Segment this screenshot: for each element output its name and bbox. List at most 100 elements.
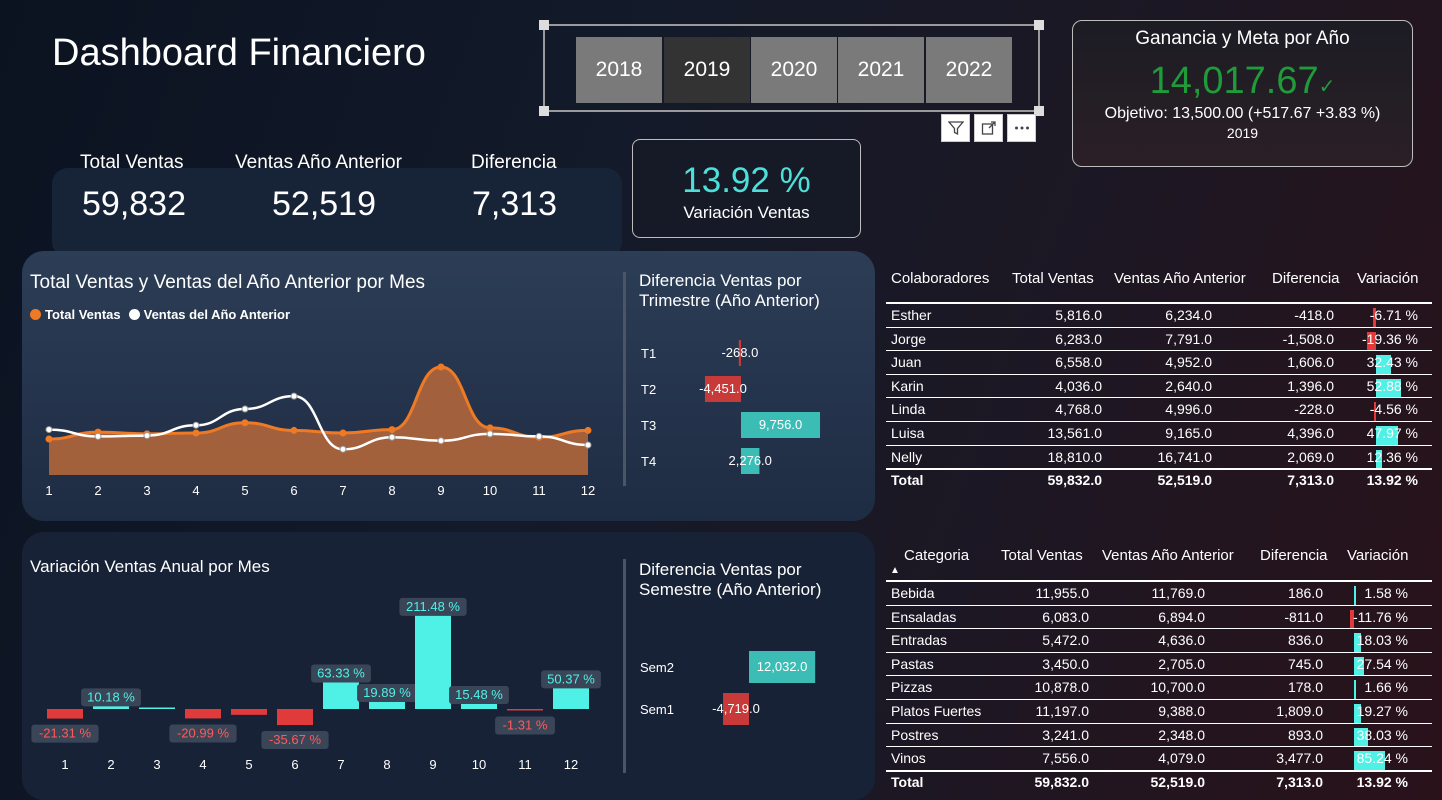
variation-bar[interactable] <box>323 680 359 709</box>
previous-year-point[interactable] <box>535 432 543 440</box>
column-header[interactable]: Variación <box>1357 270 1419 287</box>
previous-year-point[interactable] <box>388 433 396 441</box>
variation-bar[interactable] <box>231 709 267 715</box>
variation-bar[interactable] <box>277 709 313 726</box>
column-header[interactable]: Total Ventas <box>1012 270 1094 287</box>
table-cell: 186.0 <box>1287 585 1323 601</box>
previous-year-point[interactable] <box>290 392 298 400</box>
table-cell: -1,508.0 <box>1282 330 1334 347</box>
variation-bar[interactable] <box>461 702 497 709</box>
total-ventas-line <box>48 365 589 441</box>
total-ventas-point[interactable] <box>241 419 249 427</box>
previous-year-point[interactable] <box>584 441 592 449</box>
total-cell: 13.92 % <box>1356 773 1408 790</box>
variation-bar[interactable] <box>93 704 129 709</box>
table-cell: 4,996.0 <box>1165 401 1212 418</box>
total-cell: 13.92 % <box>1366 472 1418 489</box>
table-cell: -11.76 % <box>1353 608 1408 625</box>
x-tick-label: 6 <box>291 757 298 772</box>
previous-year-point[interactable] <box>486 430 494 438</box>
bar[interactable] <box>704 376 741 402</box>
table-cell: 32.43 % <box>1366 354 1418 371</box>
variation-bar[interactable] <box>369 700 405 709</box>
filter-icon[interactable] <box>941 114 970 142</box>
bar-data-label: -4,451.0 <box>699 381 747 396</box>
bar-data-label: -35.67 % <box>269 732 321 747</box>
variation-data-bar <box>1376 378 1401 398</box>
collaborators-table: Colaboradores Total Ventas Ventas Año Ante… <box>886 262 1432 492</box>
data-label-bg <box>541 670 601 689</box>
table-cell: 11,955.0 <box>1035 585 1089 601</box>
variation-data-bar <box>1354 633 1361 652</box>
x-tick-label: 4 <box>192 483 199 498</box>
total-ventas-point[interactable] <box>45 435 53 443</box>
bar-data-label: 12,032.0 <box>757 659 808 674</box>
variation-bar[interactable] <box>185 709 221 719</box>
table-cell: 745.0 <box>1287 655 1323 672</box>
previous-year-point[interactable] <box>94 432 102 440</box>
row-divider <box>886 746 1432 748</box>
area-chart: 1 2 3 4 5 6 7 8 9 10 11 12 <box>45 363 595 498</box>
column-header[interactable]: Diferencia <box>1260 547 1328 564</box>
table-cell: 6,083.0 <box>1042 608 1089 625</box>
area-chart-legend: Total Ventas Ventas del Año Anterior <box>30 307 290 322</box>
total-ventas-point[interactable] <box>339 429 347 437</box>
year-button-2018[interactable]: 2018 <box>576 37 662 103</box>
bar-data-label: 63.33 % <box>317 666 365 681</box>
quarter-chart: -268.0 T1 -4,451.0 T2 9,756.0 T3 2,276.0 T4 <box>641 340 821 474</box>
previous-year-point[interactable] <box>143 432 151 440</box>
column-header[interactable]: Colaboradores <box>891 270 990 287</box>
variation-bar[interactable] <box>553 686 589 709</box>
bar[interactable] <box>741 448 760 474</box>
variation-bar[interactable] <box>47 709 83 719</box>
table-cell: -228.0 <box>1294 401 1334 418</box>
bar[interactable] <box>738 340 741 366</box>
bar-data-label: -20.99 % <box>177 725 229 740</box>
x-tick-label: 2 <box>94 483 101 498</box>
table-cell: 7,791.0 <box>1165 330 1212 347</box>
table-cell: 6,234.0 <box>1165 307 1212 323</box>
column-header[interactable]: Ventas Año Anterior <box>1102 547 1234 564</box>
table-cell: 3,241.0 <box>1042 726 1089 743</box>
bar[interactable] <box>723 693 749 725</box>
column-header[interactable]: Ventas Año Anterior <box>1114 270 1246 287</box>
year-button-2020[interactable]: 2020 <box>751 37 837 103</box>
previous-year-point[interactable] <box>192 421 200 429</box>
table-cell: -19.36 % <box>1361 330 1418 347</box>
previous-year-point[interactable] <box>437 437 445 445</box>
variation-bar[interactable] <box>139 707 175 710</box>
variation-bar[interactable] <box>507 709 543 711</box>
column-header[interactable]: Categoria <box>904 547 970 564</box>
previous-year-point[interactable] <box>45 426 53 434</box>
goal-kpi-card: Ganancia y Meta por Año 14,017.67✓ Objet… <box>1072 20 1413 167</box>
variation-chart-title: Variación Ventas Anual por Mes <box>30 557 270 576</box>
table-cell: 10,878.0 <box>1034 679 1090 696</box>
previous-year-point[interactable] <box>241 405 249 413</box>
bar[interactable] <box>749 651 816 683</box>
total-ventas-point[interactable] <box>437 363 445 371</box>
table-cell: 11,769.0 <box>1151 585 1205 601</box>
previous-year-point[interactable] <box>339 445 347 453</box>
total-ventas-point[interactable] <box>584 426 592 434</box>
year-button-2022[interactable]: 2022 <box>926 37 1012 103</box>
column-header[interactable]: Variación <box>1347 547 1409 564</box>
total-ventas-point[interactable] <box>192 429 200 437</box>
year-button-2019[interactable]: 2019 <box>664 37 750 103</box>
legend-label-previous: Ventas del Año Anterior <box>143 307 291 322</box>
column-header[interactable]: Total Ventas <box>1001 547 1083 564</box>
variation-bar[interactable] <box>415 613 451 709</box>
total-ventas-point[interactable] <box>290 426 298 434</box>
focus-mode-icon[interactable] <box>974 114 1003 142</box>
sort-ascending-icon[interactable]: ▲ <box>890 565 900 576</box>
variation-label: Variación Ventas <box>683 203 810 222</box>
column-header[interactable]: Diferencia <box>1272 270 1340 287</box>
data-label-bg <box>169 724 237 743</box>
total-ventas-point[interactable] <box>388 426 396 434</box>
year-button-2021[interactable]: 2021 <box>838 37 924 103</box>
more-options-icon[interactable] <box>1007 114 1036 142</box>
table-cell: Postres <box>891 726 939 743</box>
total-ventas-point[interactable] <box>486 424 494 432</box>
row-divider <box>886 350 1432 352</box>
bar[interactable] <box>741 412 821 438</box>
variation-data-bar <box>1372 308 1376 327</box>
